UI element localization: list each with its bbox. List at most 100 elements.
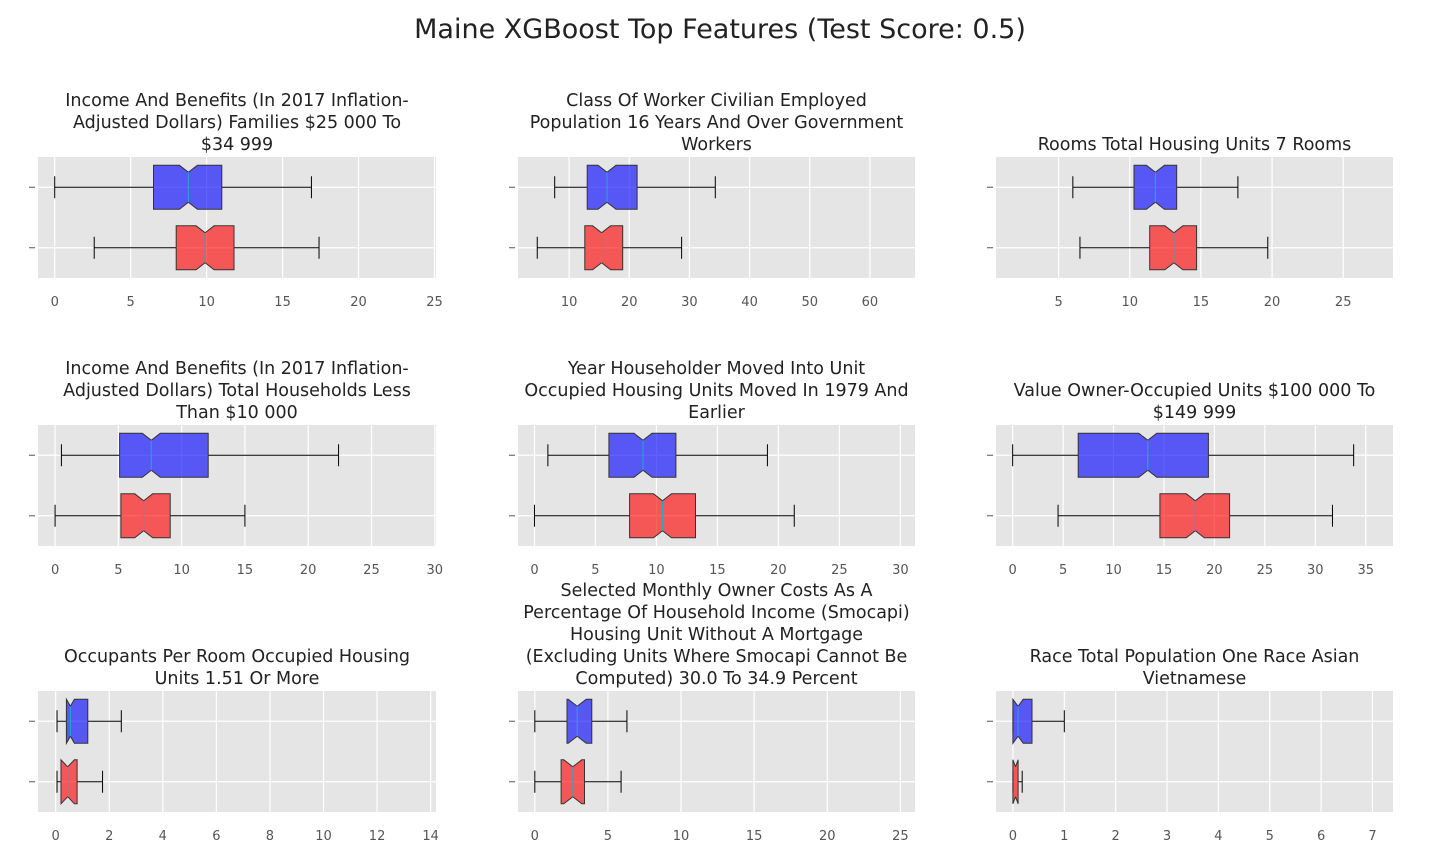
box-body (1159, 493, 1231, 539)
subplot-8: 0 5 10 15 20 25 Selected Monthly Owner Costs A… (509, 581, 915, 844)
x-tick-label: 10 (173, 563, 190, 578)
x-tick-label: 15 (1156, 563, 1173, 578)
x-tick-label: 0 (530, 563, 538, 578)
subplot-title-line: Income And Benefits (In 2017 Inflation- (65, 359, 408, 379)
box-red (56, 758, 104, 806)
x-tick-label: 5 (591, 563, 599, 578)
subplot-title-line: Year Householder Moved Into Unit (567, 359, 865, 379)
x-tick-label: 6 (212, 829, 220, 844)
plot-area (38, 425, 436, 546)
plot-area (518, 157, 915, 278)
x-tick-label: 8 (266, 829, 274, 844)
box-blue (547, 432, 768, 478)
subplot-title: Occupants Per Room Occupied Housing Units… (64, 647, 410, 689)
subplot-5: 0 5 10 15 20 25 30 Year Householder Moved Into … (509, 359, 915, 578)
x-tick-label: 0 (531, 829, 539, 844)
plot-area (518, 425, 915, 546)
x-tick-label: 25 (1335, 295, 1352, 310)
x-tick-label: 5 (1054, 295, 1062, 310)
box-blue (54, 164, 312, 210)
box-blue (60, 432, 340, 478)
x-tick-label: 10 (561, 295, 578, 310)
subplot-4: 0 5 10 15 20 25 30 Income And Benefits (In 2017… (29, 359, 443, 578)
x-tick-label: 2 (105, 829, 113, 844)
x-tick-label: 10 (198, 295, 215, 310)
subplot-title-line: Rooms Total Housing Units 7 Rooms (1038, 135, 1352, 155)
plot-area (38, 691, 436, 812)
subplot-title-line: Value Owner-Occupied Units $100 000 To (1014, 381, 1376, 401)
x-tick-label: 15 (274, 295, 291, 310)
x-tick-label: 0 (52, 829, 60, 844)
x-tick-label: 10 (648, 563, 665, 578)
box-body (65, 697, 89, 746)
box-red (536, 225, 683, 271)
subplot-6: 0 5 10 15 20 25 30 35 Value Owner-Occupied Units… (987, 381, 1393, 578)
x-tick-label: 20 (1264, 295, 1281, 310)
x-tick-label: 30 (892, 563, 909, 578)
x-tick-label: 25 (1257, 563, 1274, 578)
subplot-title: Value Owner-Occupied Units $100 000 To $1… (1014, 381, 1376, 423)
subplot-title-line: Income And Benefits (In 2017 Inflation- (65, 91, 408, 111)
subplot-title-line: Workers (681, 135, 752, 155)
subplot-title-line: Housing Unit Without A Mortgage (570, 625, 863, 645)
x-tick-label: 20 (1206, 563, 1223, 578)
x-tick-label: 15 (237, 563, 254, 578)
x-tick-label: 30 (426, 563, 443, 578)
subplot-title-line: Race Total Population One Race Asian (1030, 647, 1360, 667)
box-body (566, 698, 593, 744)
subplot-title-line: Adjusted Dollars) Families $25 000 To (73, 113, 401, 133)
box-blue (1012, 432, 1355, 478)
x-tick-label: 25 (892, 829, 909, 844)
subplot-title-line: (Excluding Units Where Smocapi Cannot Be (526, 647, 908, 667)
box-blue (1012, 697, 1065, 745)
x-tick-label: 60 (862, 295, 879, 310)
box-body (1012, 697, 1033, 745)
x-tick-label: 35 (1357, 563, 1374, 578)
plot-area (38, 157, 436, 278)
x-tick-label: 25 (831, 563, 848, 578)
box-red (1079, 225, 1269, 271)
box-red (1012, 759, 1023, 804)
subplot-title: Race Total Population One Race Asian Viet… (1030, 647, 1360, 689)
x-tick-label: 5 (127, 295, 135, 310)
box-body (119, 432, 209, 478)
x-tick-label: 4 (159, 829, 167, 844)
subplot-title-line: Vietnamese (1143, 669, 1247, 689)
x-tick-label: 20 (350, 295, 367, 310)
x-tick-label: 4 (1214, 829, 1222, 844)
x-tick-label: 20 (819, 829, 836, 844)
box-blue (56, 697, 122, 746)
subplot-title-line: Than $10 000 (175, 403, 298, 423)
box-red (54, 493, 246, 539)
x-tick-label: 10 (673, 829, 690, 844)
subplot-7: 0 2 4 6 8 10 12 14 Occupants Per Room Occupied H… (29, 647, 439, 844)
subplot-title-line: Selected Monthly Owner Costs As A (561, 581, 873, 601)
subplot-title: Income And Benefits (In 2017 Inflation-A… (63, 359, 411, 423)
x-tick-label: 50 (801, 295, 818, 310)
x-tick-label: 5 (1059, 563, 1067, 578)
x-tick-label: 1 (1060, 829, 1068, 844)
subplot-title-line: Population 16 Years And Over Government (530, 113, 904, 133)
x-tick-label: 40 (741, 295, 758, 310)
x-tick-label: 2 (1112, 829, 1120, 844)
x-tick-label: 5 (1266, 829, 1274, 844)
x-tick-label: 5 (604, 829, 612, 844)
x-tick-label: 20 (770, 563, 787, 578)
x-tick-label: 30 (681, 295, 698, 310)
figure-title: Maine XGBoost Top Features (Test Score: … (414, 14, 1026, 45)
subplot-title: Selected Monthly Owner Costs As A Percent… (523, 581, 909, 689)
x-tick-label: 10 (1105, 563, 1122, 578)
subplot-title: Year Householder Moved Into Unit Occupied… (524, 359, 908, 423)
box-blue (1072, 164, 1239, 210)
box-body (60, 758, 78, 806)
subplot-2: 10 20 30 40 50 60 Class Of Worker Civilian Emp… (509, 91, 915, 310)
x-tick-label: 25 (363, 563, 380, 578)
subplot-1: 0 5 10 15 20 25 Income And Benefits (In 2017 I… (29, 91, 443, 310)
box-body (153, 164, 223, 210)
subplot-title-line: Adjusted Dollars) Total Households Less (63, 381, 411, 401)
x-tick-label: 20 (621, 295, 638, 310)
x-tick-label: 15 (709, 563, 726, 578)
plot-area (996, 691, 1393, 812)
subplot-9: 0 1 2 3 4 5 6 7 Race Total Population One Race A… (987, 647, 1393, 844)
